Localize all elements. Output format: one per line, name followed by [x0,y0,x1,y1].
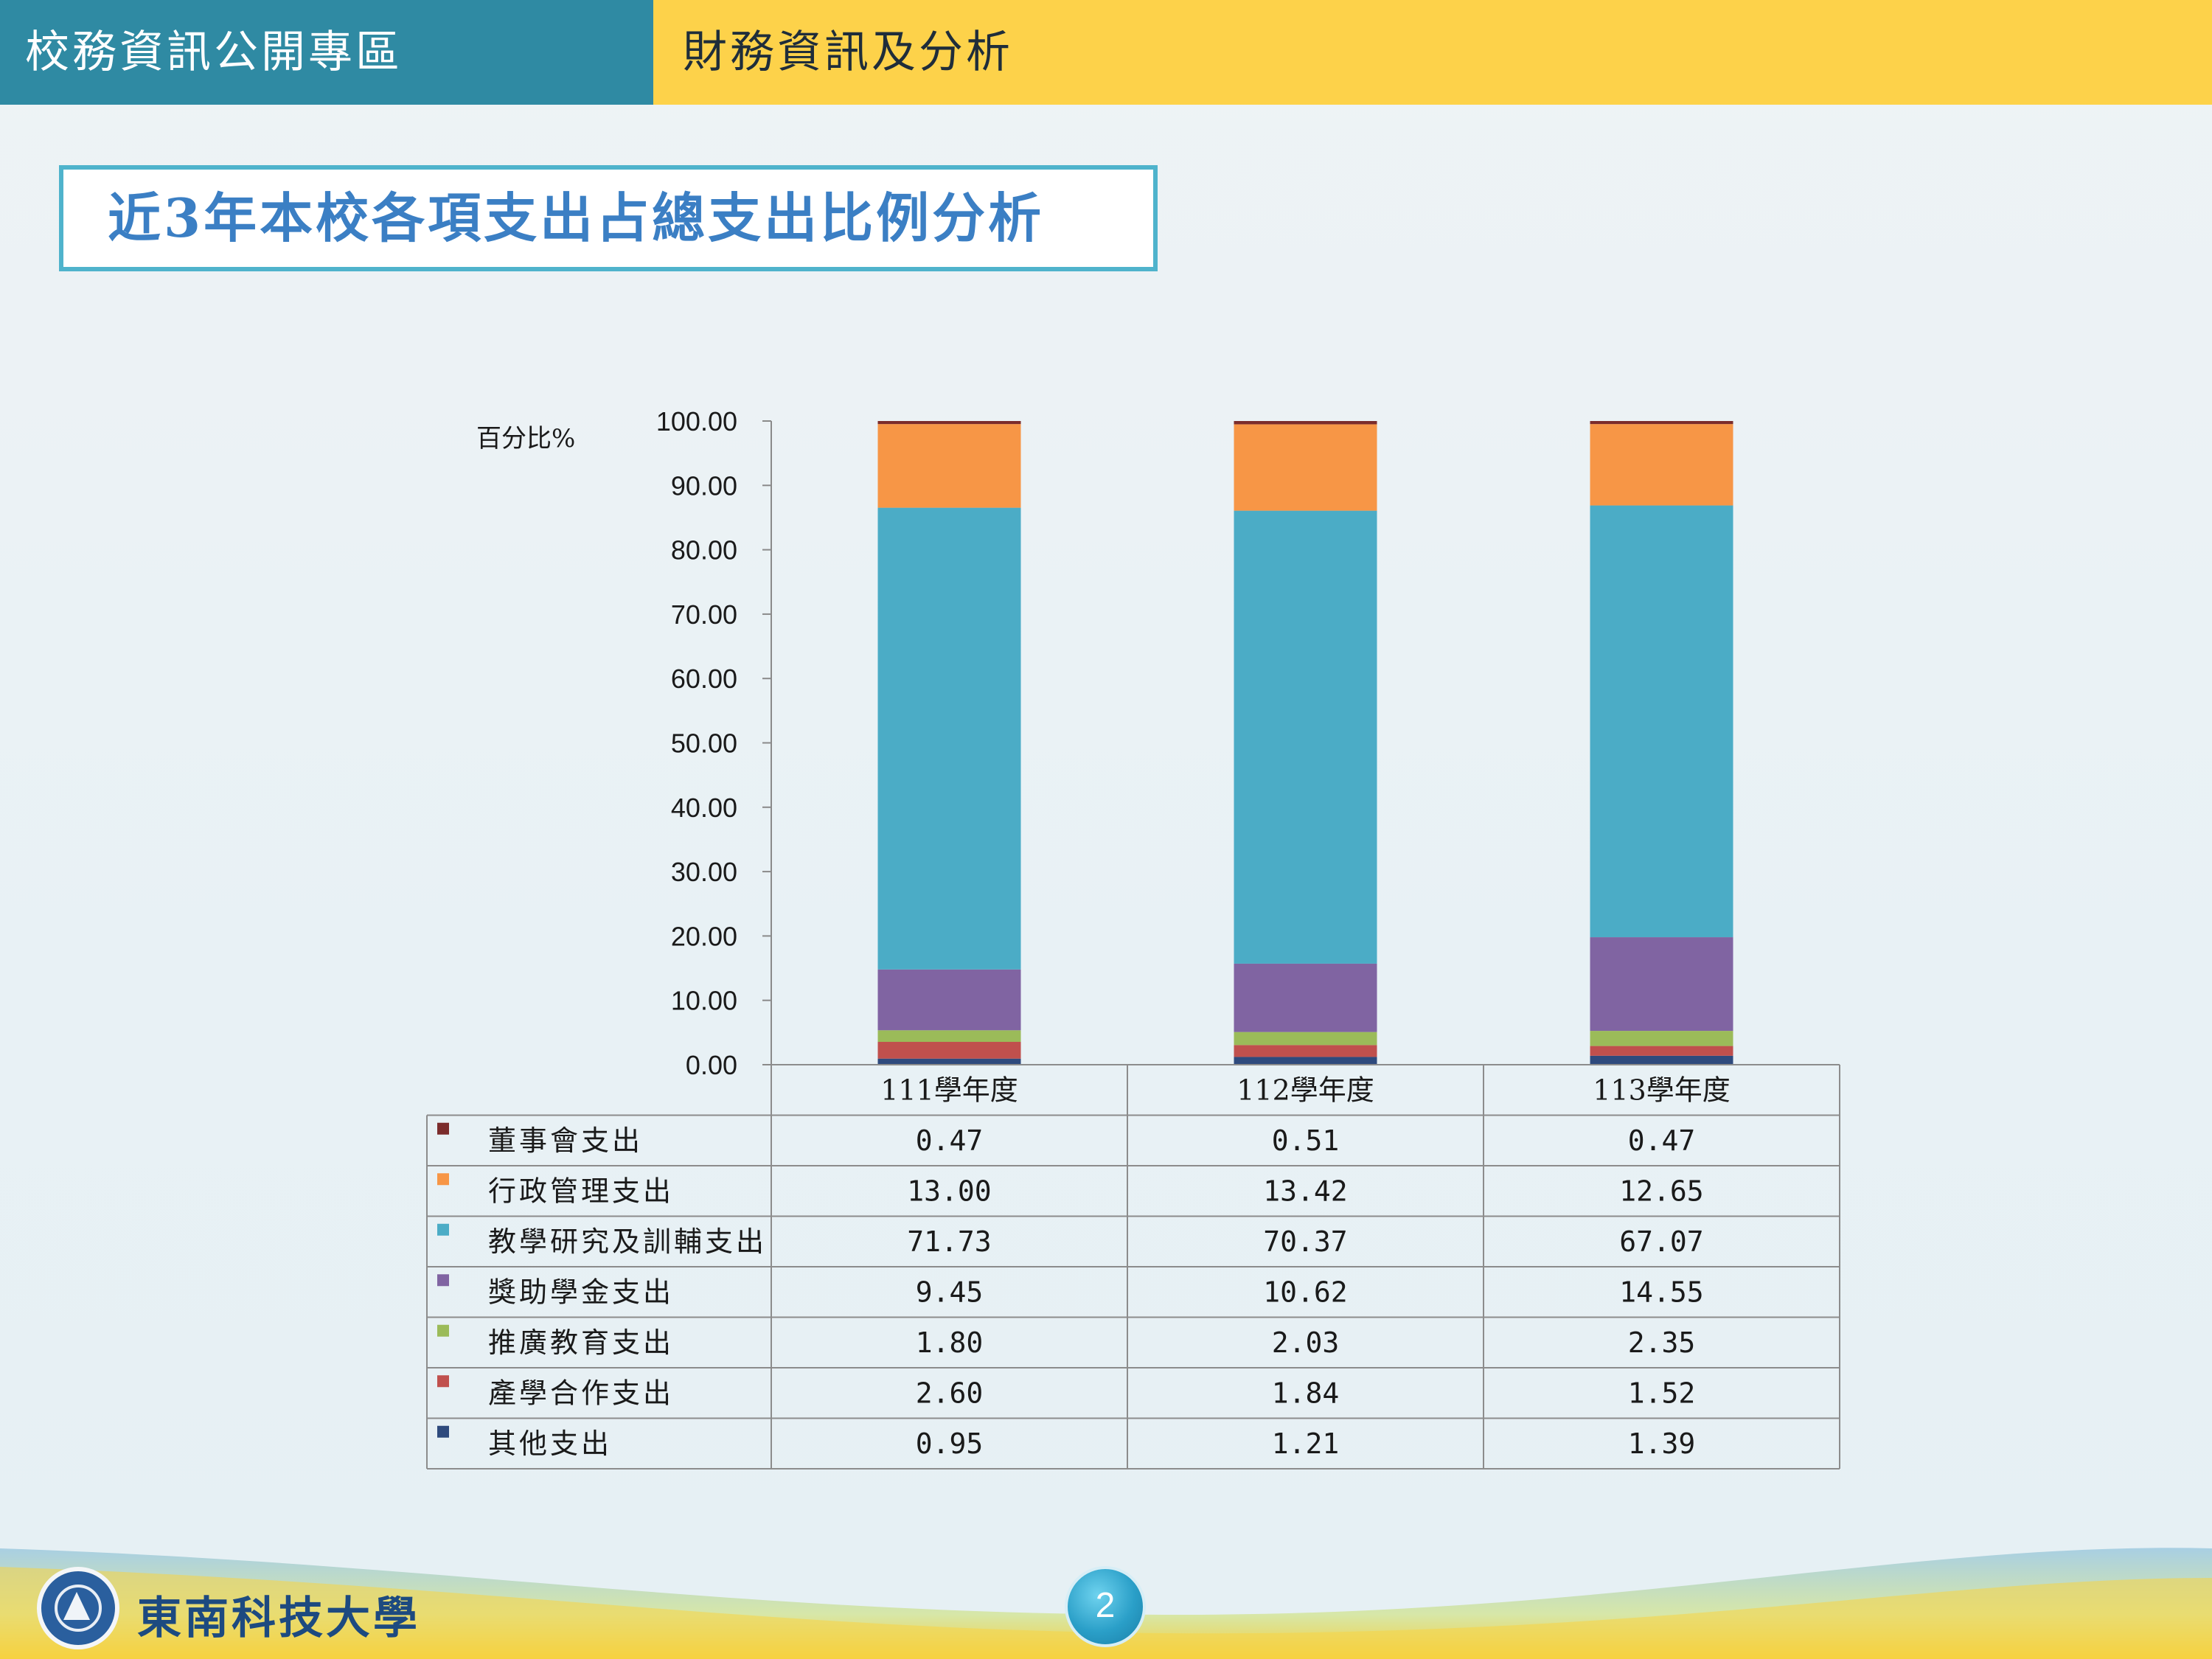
page-title: 近3年本校各項支出占總支出比例分析 [108,187,1045,249]
bar-segment [1590,1055,1733,1065]
bar-segment [877,1030,1021,1043]
bar-segment [877,1058,1021,1065]
bar-segment [877,424,1021,508]
bar-segment [877,507,1021,970]
bar-segment [1234,963,1377,1032]
bar-segment [1234,1045,1377,1057]
data-label: 1.52 [1628,1377,1696,1409]
data-label: 0.47 [1628,1124,1696,1157]
header-page-topic: 財務資訊及分析 [653,0,2212,105]
bar-segment [1590,1031,1733,1046]
data-label: 2.60 [916,1377,984,1409]
legend-swatch [437,1324,449,1337]
bar-segment [1234,1057,1377,1065]
legend-swatch [437,1274,449,1287]
y-tick-label: 20.00 [671,921,737,951]
bar-segment [877,421,1021,425]
university-seal-icon [37,1567,119,1649]
header-section-title: 校務資訊公開專區 [0,0,653,105]
legend-entry: 推廣教育支出 [488,1326,674,1359]
y-axis-label: 百分比% [476,424,575,453]
legend-swatch [437,1425,449,1438]
y-tick-label: 70.00 [671,599,737,630]
bar-segment [1234,510,1377,964]
legend-entry: 行政管理支出 [488,1175,674,1207]
legend-entry: 產學合作支出 [488,1377,674,1409]
legend-swatch [437,1375,449,1388]
x-category-label: 113學年度 [1593,1074,1731,1106]
legend-swatch [437,1173,449,1186]
y-tick-label: 0.00 [686,1050,737,1080]
data-label: 1.84 [1272,1377,1340,1409]
y-tick-label: 40.00 [671,793,737,823]
data-label: 13.42 [1263,1175,1347,1207]
y-tick-label: 30.00 [671,857,737,887]
data-label: 70.37 [1263,1225,1347,1258]
data-label: 9.45 [916,1276,984,1308]
y-axis: 0.00 10.00 20.00 30.00 40.00 50.00 60.00 70.00 8… [476,406,772,1080]
data-label: 2.03 [1272,1326,1340,1359]
data-label: 13.00 [907,1175,991,1207]
bar-segment [1590,421,1733,425]
university-name: 東南科技大學 [137,1593,420,1644]
y-tick-label: 60.00 [671,664,737,694]
x-category-label: 111學年度 [880,1074,1018,1106]
data-label: 2.35 [1628,1326,1696,1359]
legend-entry: 董事會支出 [488,1124,643,1157]
page-number-badge: 2 [1065,1566,1146,1647]
bar-segment [877,969,1021,1031]
bar-segment [1590,505,1733,938]
bar-segment [1590,937,1733,1032]
legend-swatch [437,1223,449,1236]
y-tick-label: 90.00 [671,470,737,501]
data-label: 1.21 [1272,1427,1340,1460]
data-label: 0.95 [916,1427,984,1460]
data-label: 67.07 [1619,1225,1703,1258]
legend-entry: 獎助學金支出 [488,1276,674,1308]
y-tick-label: 100.00 [656,406,737,437]
bars-group [877,421,1733,1065]
data-label: 12.65 [1619,1175,1703,1207]
y-tick-label: 10.00 [671,986,737,1016]
y-tick-label: 80.00 [671,535,737,566]
footer-wave [0,1548,2212,1659]
page-title-box: 近3年本校各項支出占總支出比例分析 [59,165,1158,271]
data-label: 1.80 [916,1326,984,1359]
bar-segment [1234,421,1377,425]
data-label: 14.55 [1619,1276,1703,1308]
data-label: 10.62 [1263,1276,1347,1308]
x-category-label: 112學年度 [1237,1074,1374,1106]
legend-entry: 教學研究及訓輔支出 [488,1225,767,1258]
data-label: 0.47 [916,1124,984,1157]
legend-swatch [437,1122,449,1135]
data-label: 1.39 [1628,1427,1696,1460]
bar-segment [1590,424,1733,506]
bar-segment [1590,1046,1733,1056]
data-label: 71.73 [907,1225,991,1258]
bar-segment [1234,424,1377,511]
bar-segment [1234,1032,1377,1046]
y-tick-label: 50.00 [671,728,737,759]
data-label: 0.51 [1272,1124,1340,1157]
legend-entry: 其他支出 [488,1427,612,1460]
bar-segment [877,1042,1021,1059]
